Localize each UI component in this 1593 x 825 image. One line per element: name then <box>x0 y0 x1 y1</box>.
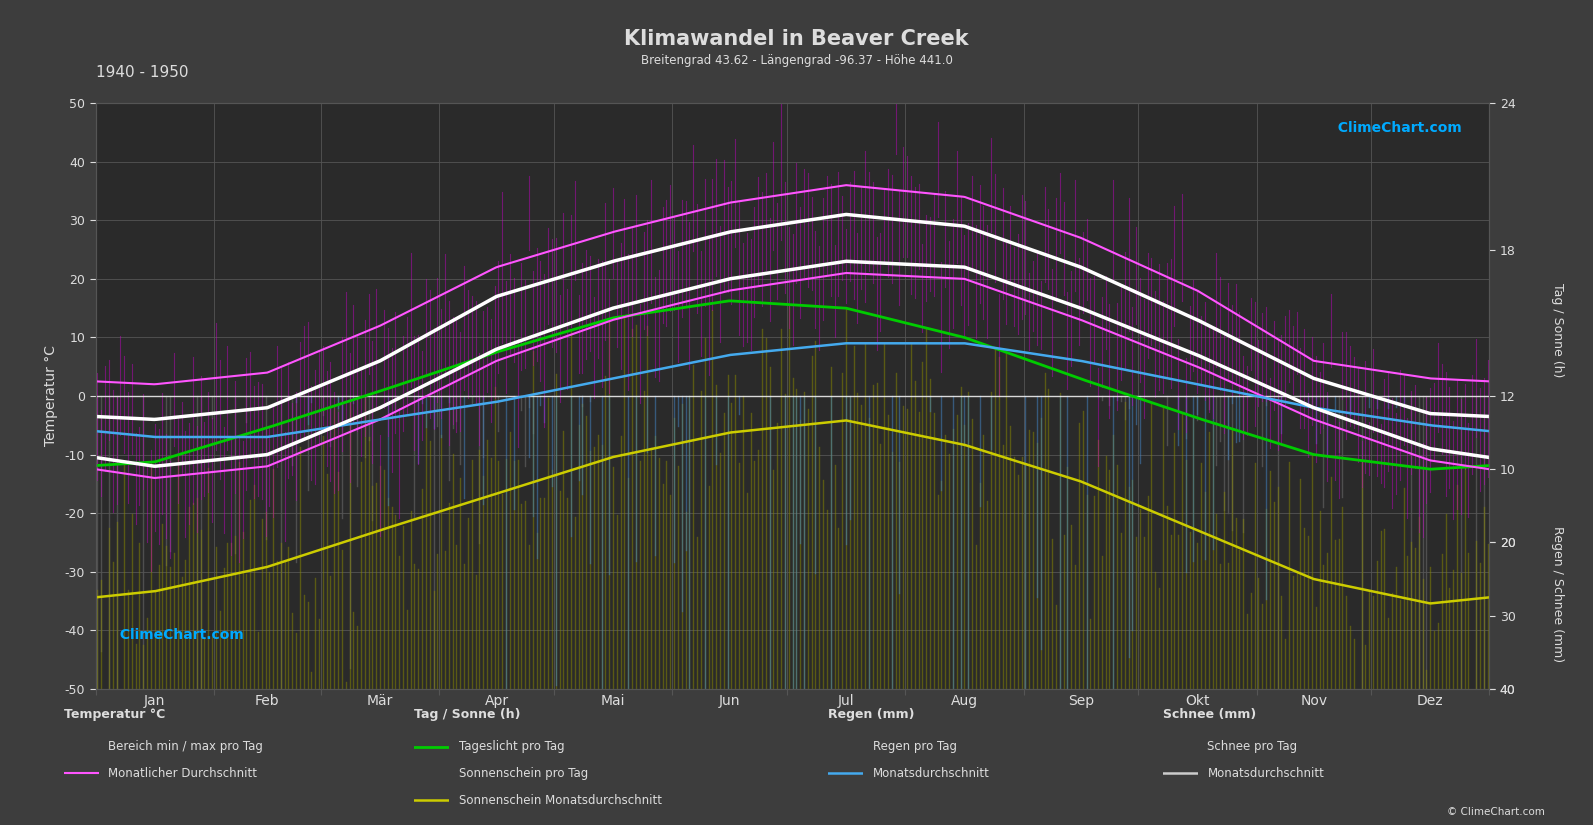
Text: ClimeChart.com: ClimeChart.com <box>1329 120 1462 134</box>
Text: © ClimeChart.com: © ClimeChart.com <box>1448 807 1545 817</box>
Text: Klimawandel in Beaver Creek: Klimawandel in Beaver Creek <box>624 29 969 49</box>
Text: 1940 - 1950: 1940 - 1950 <box>96 64 188 80</box>
Text: Schnee (mm): Schnee (mm) <box>1163 708 1257 721</box>
Text: Regen pro Tag: Regen pro Tag <box>873 740 957 753</box>
Text: Monatlicher Durchschnitt: Monatlicher Durchschnitt <box>108 766 258 780</box>
Text: Tag / Sonne (h): Tag / Sonne (h) <box>1552 283 1564 377</box>
Text: Sonnenschein pro Tag: Sonnenschein pro Tag <box>459 766 588 780</box>
Text: Tag / Sonne (h): Tag / Sonne (h) <box>414 708 521 721</box>
Text: Monatsdurchschnitt: Monatsdurchschnitt <box>1207 766 1324 780</box>
Y-axis label: Temperatur °C: Temperatur °C <box>43 346 57 446</box>
Text: Breitengrad 43.62 - Längengrad -96.37 - Höhe 441.0: Breitengrad 43.62 - Längengrad -96.37 - … <box>640 54 953 67</box>
Text: Bereich min / max pro Tag: Bereich min / max pro Tag <box>108 740 263 753</box>
Text: Tageslicht pro Tag: Tageslicht pro Tag <box>459 740 564 753</box>
Text: ClimeChart.com: ClimeChart.com <box>110 628 244 642</box>
Text: Sonnenschein Monatsdurchschnitt: Sonnenschein Monatsdurchschnitt <box>459 794 661 807</box>
Text: Regen (mm): Regen (mm) <box>828 708 914 721</box>
Text: Schnee pro Tag: Schnee pro Tag <box>1207 740 1298 753</box>
Text: Temperatur °C: Temperatur °C <box>64 708 166 721</box>
Text: Regen / Schnee (mm): Regen / Schnee (mm) <box>1552 526 1564 662</box>
Text: Monatsdurchschnitt: Monatsdurchschnitt <box>873 766 989 780</box>
